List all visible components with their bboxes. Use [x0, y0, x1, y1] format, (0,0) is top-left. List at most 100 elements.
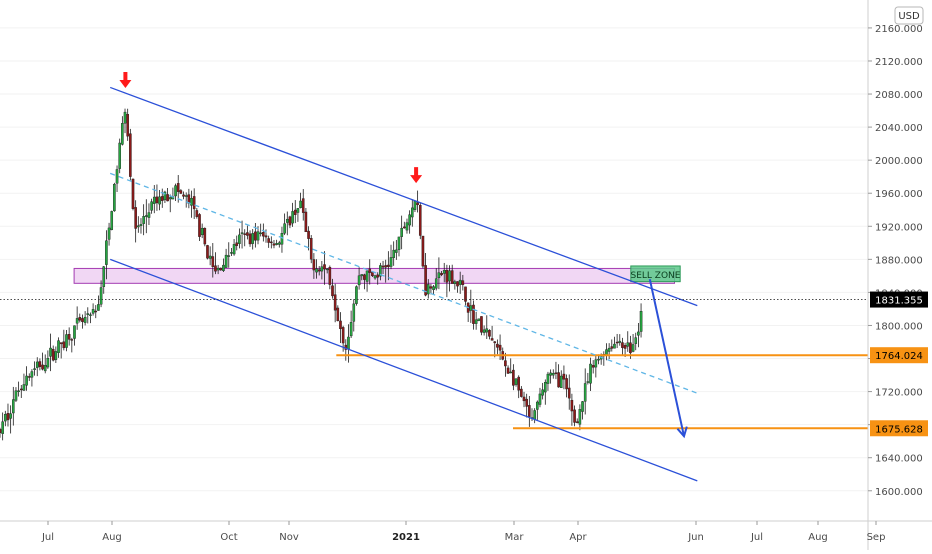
- candle-up: [232, 244, 236, 255]
- peak-arrow-icon: [119, 72, 132, 89]
- candle-down: [293, 209, 297, 215]
- sell-zone-box[interactable]: [630, 265, 681, 283]
- candle-up: [280, 233, 284, 245]
- current-price-tag: [870, 291, 928, 308]
- candle-up: [485, 328, 489, 333]
- candle-up: [594, 359, 598, 368]
- channel-lower-line[interactable]: [109, 258, 698, 482]
- candle-down: [522, 396, 526, 402]
- candle-up: [405, 222, 409, 231]
- price-tick-label: 1600.000: [875, 487, 923, 498]
- candle-down: [270, 241, 273, 244]
- candle-up: [184, 195, 188, 197]
- price-tick-label: 1920.000: [875, 222, 923, 233]
- candle-down: [192, 196, 196, 210]
- candle-up: [400, 227, 403, 237]
- support-price-tag-label: 1764.024: [875, 351, 923, 362]
- grid-layer: [0, 27, 868, 492]
- date-tick-label: Jul: [750, 532, 763, 543]
- candle-down: [512, 369, 515, 386]
- candle-down: [166, 194, 169, 202]
- candle-down: [288, 216, 292, 226]
- candle-up: [349, 322, 353, 337]
- date-tick-label: Mar: [505, 532, 525, 543]
- candle-up: [360, 274, 364, 277]
- candle-up: [541, 389, 544, 396]
- candle-up: [357, 275, 361, 286]
- candle-up: [536, 401, 539, 410]
- candle-up: [597, 358, 600, 361]
- candle-down: [506, 367, 510, 374]
- candle-up: [583, 383, 587, 402]
- candle-up: [639, 311, 643, 332]
- candle-down: [488, 330, 491, 337]
- candle-up: [91, 309, 95, 314]
- candle-down: [339, 320, 342, 330]
- candle-down: [421, 235, 425, 267]
- candle-down: [623, 345, 627, 349]
- candle-down: [179, 190, 183, 194]
- candle-down: [248, 233, 252, 245]
- candle-up: [299, 200, 302, 208]
- candle-up: [75, 318, 79, 324]
- candle-up: [448, 270, 451, 282]
- candle-up: [97, 304, 100, 311]
- candle-up: [581, 401, 584, 412]
- candle-up: [549, 372, 552, 376]
- channel-mid-line[interactable]: [109, 172, 698, 394]
- candle-up: [411, 207, 414, 218]
- candle-down: [214, 265, 217, 272]
- candle-down: [129, 133, 132, 177]
- date-tick-label: Sep: [867, 532, 886, 543]
- drawing-layer: [0, 86, 868, 482]
- candle-down: [262, 232, 265, 237]
- candle-down: [429, 286, 433, 289]
- candle-up: [30, 371, 34, 378]
- candle-up: [389, 257, 393, 267]
- price-tick-label: 1640.000: [875, 454, 923, 465]
- candle-up: [144, 215, 148, 217]
- channel-upper-line[interactable]: [109, 86, 698, 307]
- candle-down: [490, 338, 494, 341]
- candle-down: [472, 304, 475, 324]
- candle-down: [363, 274, 366, 280]
- candle-up: [115, 169, 119, 184]
- candle-down: [203, 228, 207, 245]
- candle-up: [118, 142, 121, 169]
- projection-arrow[interactable]: [648, 278, 685, 437]
- candle-up: [224, 254, 228, 268]
- candle-up: [240, 232, 244, 234]
- candle-up: [73, 325, 76, 339]
- candle-up: [17, 390, 20, 392]
- candle-down: [38, 361, 42, 367]
- overlay-layer: SELL ZONE: [119, 72, 681, 281]
- candle-up: [469, 305, 473, 311]
- candle-down: [381, 265, 385, 268]
- candle-down: [336, 307, 340, 322]
- candle-up: [551, 373, 555, 376]
- candle-up: [89, 314, 92, 316]
- candle-down: [195, 210, 199, 217]
- candle-up: [158, 196, 161, 205]
- candle-down: [246, 232, 249, 236]
- candle-up: [432, 286, 435, 291]
- currency-button-label: USD: [898, 11, 920, 22]
- currency-button[interactable]: [894, 6, 924, 25]
- candle-down: [456, 281, 459, 287]
- candle-down: [565, 378, 568, 390]
- candle-up: [152, 196, 156, 204]
- candle-down: [134, 207, 137, 229]
- candle-down: [525, 398, 528, 407]
- candle-up: [35, 361, 39, 368]
- candle-up: [163, 191, 167, 201]
- candle-up: [83, 316, 87, 323]
- candle-up: [544, 382, 547, 393]
- date-tick-label: Nov: [279, 532, 299, 543]
- candle-down: [155, 196, 159, 204]
- candle-down: [317, 269, 321, 272]
- date-tick-label: Aug: [808, 532, 828, 543]
- candle-up: [121, 123, 124, 145]
- candle-down: [62, 341, 66, 349]
